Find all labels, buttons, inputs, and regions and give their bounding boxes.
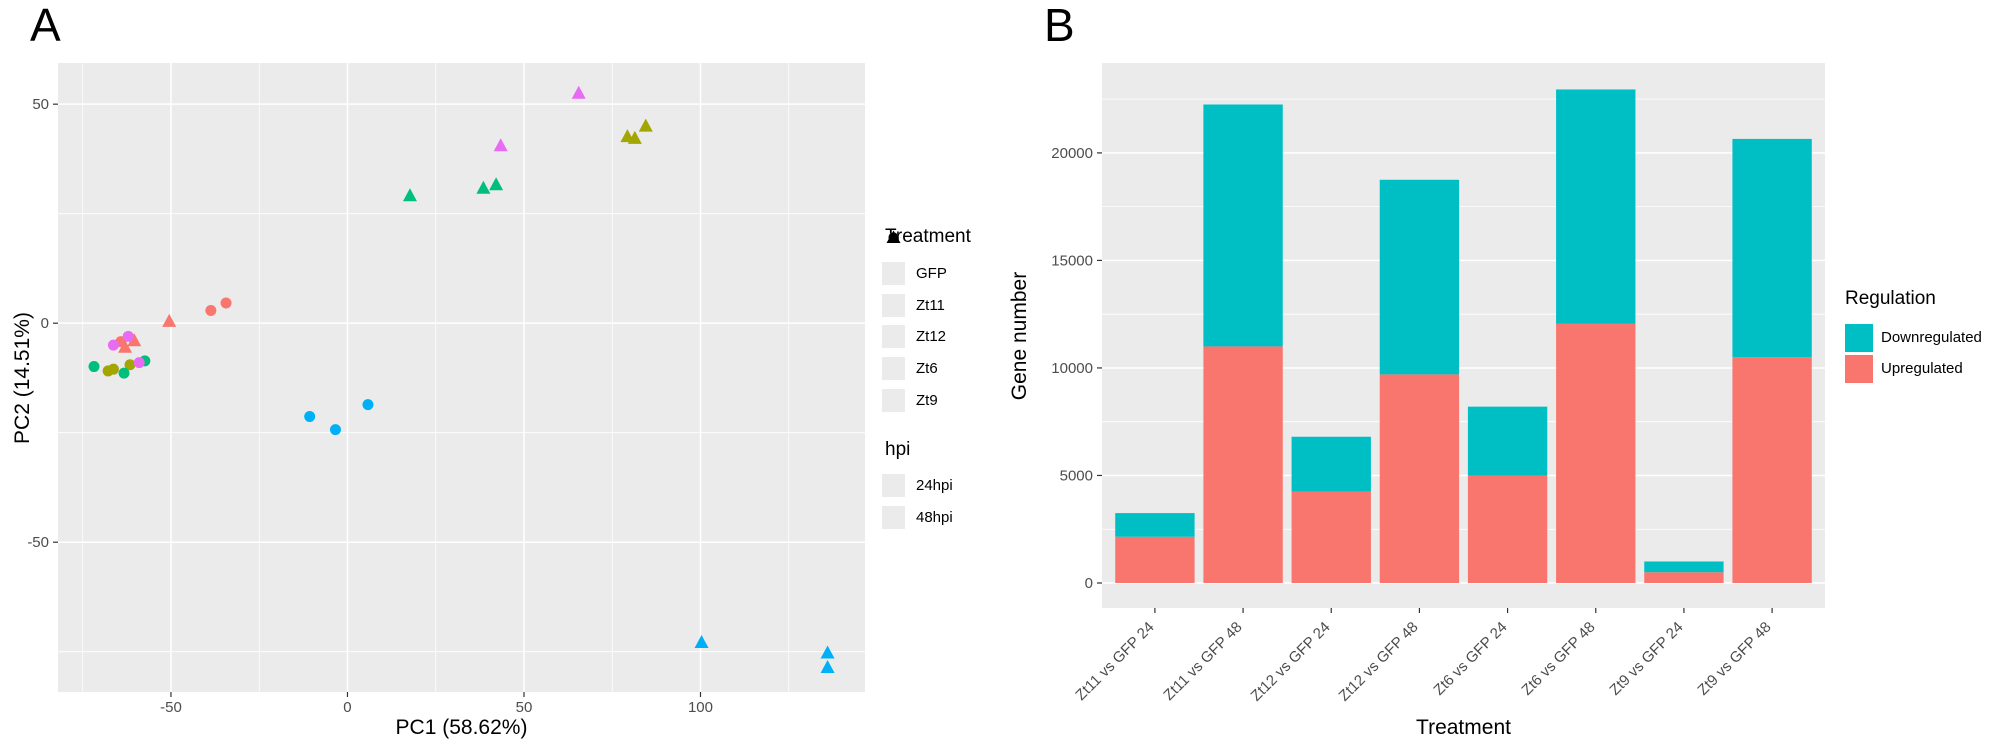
pca-point-zt9-24hpi [122,330,134,342]
pca-point-gfp-24hpi [220,297,232,309]
bar-upregulated [1203,346,1283,583]
pca-point-gfp-24hpi [205,304,217,316]
pca-point-zt6-24hpi [304,410,316,422]
bar-downregulated [1291,436,1371,492]
bar-y-tick-label: 0 [1085,575,1093,592]
bar-upregulated [1732,357,1812,583]
panel-a-label: A [30,0,61,51]
bar-downregulated [1115,513,1195,537]
legend-key [882,232,905,285]
pca-x-tick-label: 0 [343,699,351,716]
bar-downregulated [1644,561,1724,573]
pca-x-tick-label: 100 [688,699,713,716]
bar-upregulated [1467,475,1548,583]
bar-downregulated [1203,104,1283,347]
pca-x-tick-label: -50 [160,699,182,716]
panel-a-x-axis-title: PC1 (58.62%) [395,716,528,739]
legend-key [882,232,905,317]
legend-item-label: Zt12 [916,328,947,346]
legend-item-label: GFP [916,264,947,282]
bar-y-tick-label: 5000 [1060,467,1093,484]
treatment-legend-title: Treatment [885,226,971,247]
pca-point-zt12-48hpi [489,177,504,191]
pca-y-tick-label: 50 [32,96,49,113]
legend-item-label: Downregulated [1881,329,1982,347]
legend-key [1845,354,1873,383]
bar-downregulated [1379,179,1460,375]
pca-point-zt6-48hpi [694,635,709,649]
treatment-legend-item-zt9: Zt9 [882,232,971,412]
bar-downregulated [1556,89,1636,324]
panel-b-x-axis-title: Treatment [1416,716,1511,739]
legend-key [882,232,905,412]
pca-x-tick-label: 50 [516,699,533,716]
regulation-legend-items: Downregulated Upregulated [1845,323,1982,383]
bar-upregulated [1291,491,1371,583]
panel-b-y-axis-title: Gene number [1008,271,1031,401]
pca-point-gfp-48hpi [127,333,142,347]
pca-point-zt11-48hpi [627,130,642,144]
pca-y-tick-label: 0 [41,315,49,332]
legend-key [882,232,905,349]
pca-point-zt12-48hpi [402,188,417,202]
pca-point-zt12-48hpi [476,180,491,194]
regulation-legend-item-downregulated: Downregulated [1845,323,1982,352]
treatment-legend-item-zt12: Zt12 [882,232,971,349]
bar-downregulated [1467,406,1548,476]
bar-upregulated [1644,572,1724,583]
pca-plot-area [58,63,865,692]
pca-point-zt12-24hpi [118,367,130,379]
pca-point-zt6-24hpi [329,424,341,436]
legend-key [882,232,905,380]
panel-b-legend: Regulation Downregulated Upregulated [1845,288,1982,383]
panel-a-y-axis-title: PC2 (14.51%) [11,312,34,444]
legend-key [882,232,905,498]
panel-a-legend: Treatment GFP Zt11 Zt12 Zt6 Zt9 hpi 24hpi 48h… [882,226,971,530]
treatment-legend-items: GFP Zt11 Zt12 Zt6 Zt9 [882,232,971,412]
bar-y-tick-label: 20000 [1051,145,1093,162]
bar-y-tick-label: 10000 [1051,360,1093,377]
panel-b-label: B [1044,0,1075,51]
pca-point-zt12-24hpi [88,361,100,373]
legend-key [882,230,905,530]
bar-downregulated [1732,138,1812,358]
treatment-legend-item-gfp: GFP [882,232,971,285]
pca-point-gfp-48hpi [118,339,133,353]
pca-point-gfp-48hpi [162,313,177,327]
legend-item-label: Upregulated [1881,360,1963,378]
bar-upregulated [1379,374,1460,583]
regulation-legend-title: Regulation [1845,288,1936,309]
pca-point-zt9-24hpi [107,339,119,351]
pca-point-zt9-48hpi [571,85,586,99]
hpi-legend-title: hpi [885,438,911,460]
legend-key [1845,323,1873,352]
pca-point-zt6-48hpi [820,659,835,673]
bar-upregulated [1556,323,1636,583]
triangle-marker-icon [886,230,901,243]
legend-item-label: Zt6 [916,359,938,377]
pca-point-zt9-24hpi [133,357,145,369]
pca-point-zt11-24hpi [107,363,119,375]
bar-y-tick-label: 15000 [1051,252,1093,269]
legend-item-label: Zt11 [916,296,945,314]
bar-upregulated [1115,536,1195,583]
pca-point-zt11-48hpi [638,118,653,132]
legend-item-label: 48hpi [916,509,953,527]
pca-y-tick-label: -50 [27,534,49,551]
hpi-legend-item-24hpi: 24hpi [882,232,971,498]
treatment-legend-item-zt6: Zt6 [882,232,971,380]
hpi-legend-items: 24hpi 48hpi [882,230,971,530]
treatment-legend-item-zt11: Zt11 [882,232,971,317]
regulation-legend-item-upregulated: Upregulated [1845,354,1982,383]
pca-point-zt9-48hpi [493,138,508,152]
pca-point-zt6-48hpi [820,645,835,659]
legend-item-label: Zt9 [916,391,938,409]
pca-point-zt6-24hpi [362,399,374,411]
pca-point-zt11-24hpi [124,359,136,371]
hpi-legend-item-48hpi: 48hpi [882,230,971,530]
legend-item-label: 24hpi [916,477,953,495]
